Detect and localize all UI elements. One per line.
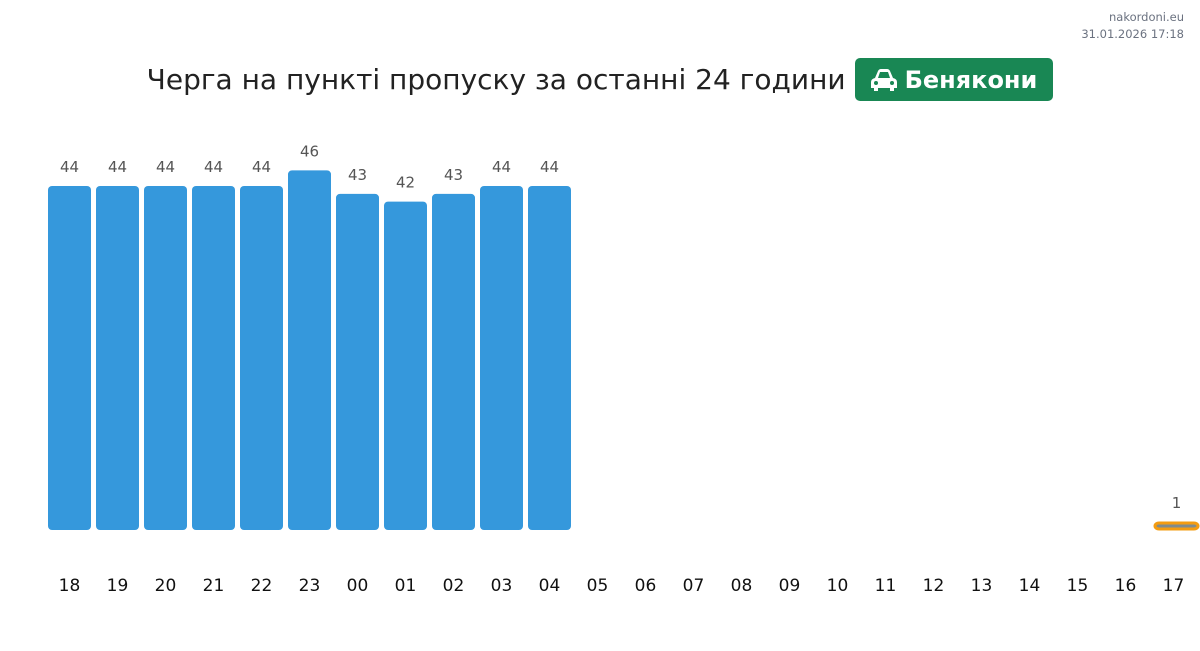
page-title: Черга на пункті пропуску за останні 24 г…: [146, 63, 846, 96]
chart-header: Черга на пункті пропуску за останні 24 г…: [0, 58, 1200, 101]
bar: [192, 186, 235, 530]
data-label: 44: [540, 158, 559, 176]
x-tick-label: 10: [827, 576, 849, 596]
x-tick-label: 09: [779, 576, 801, 596]
data-label: 44: [252, 158, 271, 176]
x-tick-label: 17: [1163, 576, 1185, 596]
x-tick-label: 14: [1019, 576, 1041, 596]
data-label: 44: [204, 158, 223, 176]
timestamp: 31.01.2026 17:18: [1081, 27, 1184, 41]
x-tick-label: 08: [731, 576, 753, 596]
x-tick-label: 15: [1067, 576, 1089, 596]
bar: [96, 186, 139, 530]
data-label: 44: [492, 158, 511, 176]
data-label: 43: [348, 166, 367, 184]
bar: [480, 186, 523, 530]
x-tick-label: 22: [251, 576, 273, 596]
x-tick-label: 00: [347, 576, 369, 596]
x-tick-label: 13: [971, 576, 993, 596]
site-info: nakordoni.eu 31.01.2026 17:18: [1081, 9, 1184, 43]
bar: [384, 201, 427, 531]
data-label: 44: [60, 158, 79, 176]
bar: [240, 186, 283, 530]
x-tick-label: 07: [683, 576, 705, 596]
x-tick-label: 11: [875, 576, 897, 596]
bar-current: [1153, 521, 1200, 531]
x-tick-label: 21: [203, 576, 225, 596]
bar: [528, 186, 571, 530]
data-label: 44: [108, 158, 127, 176]
bar: [336, 193, 379, 530]
x-tick-label: 20: [155, 576, 177, 596]
x-tick-label: 05: [587, 576, 609, 596]
car-icon: [870, 68, 897, 91]
x-tick-label: 12: [923, 576, 945, 596]
x-tick-label: 06: [635, 576, 657, 596]
x-tick-label: 23: [299, 576, 321, 596]
checkpoint-badge: Бенякони: [854, 58, 1054, 101]
x-tick-label: 04: [539, 576, 561, 596]
x-tick-label: 02: [443, 576, 465, 596]
checkpoint-name: Бенякони: [904, 65, 1038, 94]
x-tick-label: 18: [59, 576, 81, 596]
x-tick-label: 19: [107, 576, 129, 596]
bar: [288, 170, 331, 530]
bar: [48, 186, 91, 530]
bar: [432, 193, 475, 530]
data-label: 44: [156, 158, 175, 176]
data-label: 42: [396, 174, 415, 192]
x-tick-label: 01: [395, 576, 417, 596]
data-label: 43: [444, 166, 463, 184]
bar: [144, 186, 187, 530]
x-tick-label: 16: [1115, 576, 1137, 596]
site-name: nakordoni.eu: [1109, 10, 1184, 24]
data-label: 46: [300, 142, 319, 160]
x-tick-label: 03: [491, 576, 513, 596]
data-label: 1: [1172, 494, 1182, 512]
